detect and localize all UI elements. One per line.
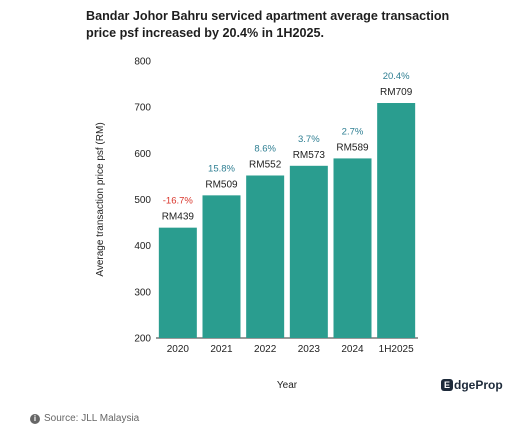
bar-value-label: RM573	[293, 150, 326, 161]
chart-title: Bandar Johor Bahru serviced apartment av…	[86, 9, 450, 40]
edgeprop-logo: E dgeProp	[441, 378, 503, 392]
y-axis-title: Average transaction price psf (RM)	[95, 122, 106, 276]
bar-change-label: 3.7%	[298, 134, 320, 145]
edgeprop-logo-text: dgeProp	[454, 378, 503, 392]
bar-value-label: RM509	[205, 179, 238, 190]
chart-card: Bandar Johor Bahru serviced apartment av…	[86, 9, 503, 392]
y-tick-label: 600	[134, 149, 151, 160]
bar-value-label: RM552	[249, 159, 282, 170]
bar-chart: 200 300 400 500 600 700 800 RM439 -16.7% 2020 RM50…	[95, 57, 418, 391]
bar	[377, 103, 416, 339]
bar	[202, 195, 241, 338]
bar	[246, 175, 285, 338]
x-tick-label: 2020	[167, 344, 190, 355]
bar	[333, 158, 372, 338]
bar-value-label: RM709	[380, 87, 413, 98]
x-tick-label: 1H2025	[379, 344, 414, 355]
y-tick-label: 700	[134, 103, 151, 114]
y-tick-label: 800	[134, 57, 151, 68]
bar-change-label: 2.7%	[342, 126, 364, 137]
x-axis-title: Year	[277, 380, 298, 391]
bar	[158, 227, 197, 338]
y-tick-label: 300	[134, 287, 151, 298]
x-tick-label: 2022	[254, 344, 277, 355]
x-tick-label: 2023	[298, 344, 321, 355]
bar	[289, 165, 328, 338]
source-text: Source: JLL Malaysia	[44, 413, 140, 424]
source-note: i Source: JLL Malaysia	[30, 413, 139, 424]
bar-value-label: RM439	[162, 212, 195, 223]
edgeprop-logo-mark: E	[441, 379, 453, 391]
info-icon: i	[30, 413, 40, 424]
bar-change-label: 15.8%	[208, 163, 235, 174]
y-tick-label: 500	[134, 195, 151, 206]
bar-value-label: RM589	[336, 142, 369, 153]
bar-change-label: 8.6%	[254, 143, 276, 154]
x-tick-label: 2021	[210, 344, 233, 355]
y-tick-label: 200	[134, 334, 151, 345]
bar-change-label: -16.7%	[163, 196, 194, 207]
y-tick-label: 400	[134, 241, 151, 252]
bar-change-label: 20.4%	[383, 71, 410, 82]
x-tick-label: 2024	[341, 344, 364, 355]
